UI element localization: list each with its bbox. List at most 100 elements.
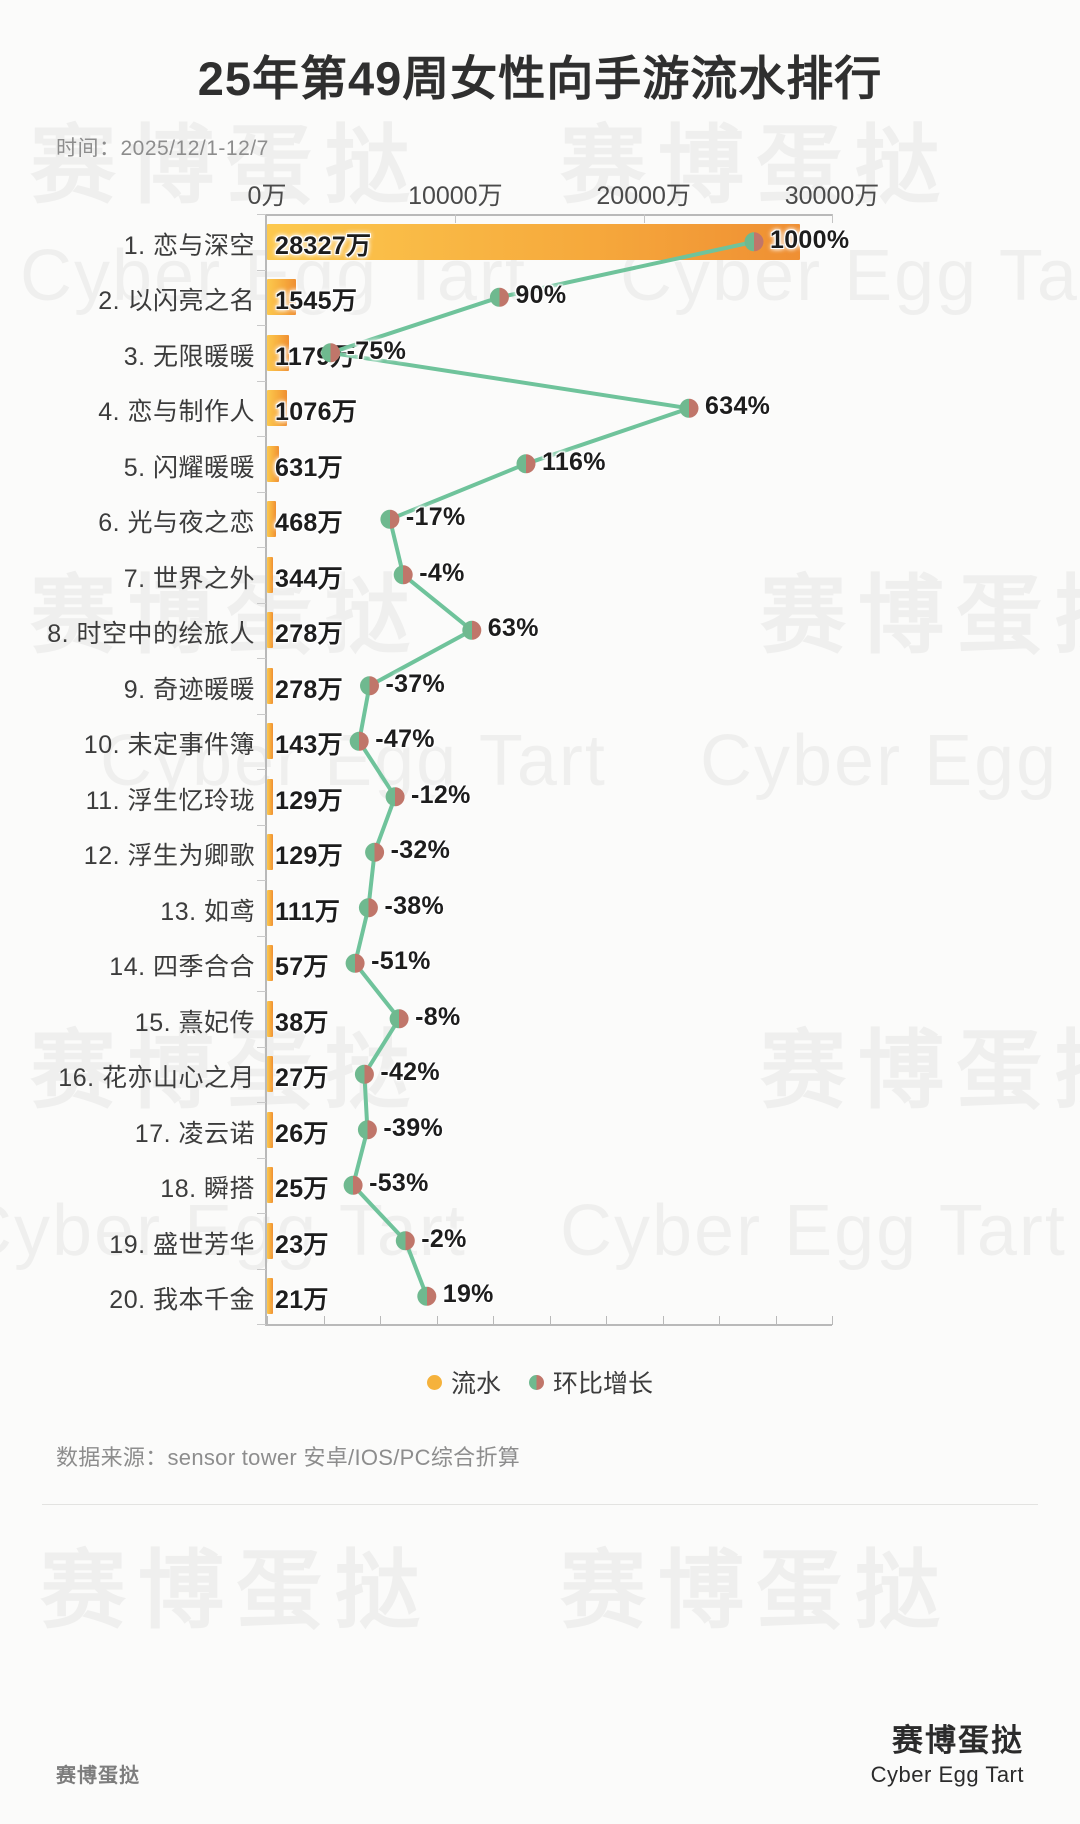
chart-bar-row[interactable]: 6. 光与夜之恋 468万: [0, 492, 1080, 548]
legend-item[interactable]: 环比增长: [529, 1364, 653, 1400]
revenue-value-label: 1545万: [275, 287, 358, 316]
y-axis-tick-mark: [257, 269, 266, 271]
legend-item[interactable]: 流水: [426, 1364, 501, 1400]
chart-bar-row[interactable]: 14. 四季合合 57万: [0, 936, 1080, 992]
chart-bar-row[interactable]: 18. 瞬搭 25万: [0, 1158, 1080, 1214]
chart-bar-row[interactable]: 5. 闪耀暖暖 631万: [0, 436, 1080, 492]
revenue-bar[interactable]: [267, 778, 273, 815]
revenue-bar[interactable]: [267, 1056, 273, 1093]
revenue-value-label: 38万: [275, 1008, 329, 1037]
revenue-bar[interactable]: [267, 612, 273, 649]
x-axis-minor-tick: [493, 1316, 494, 1326]
revenue-value-label: 26万: [275, 1119, 329, 1148]
growth-value-label: -53%: [369, 1169, 429, 1198]
chart-bar-row[interactable]: 11. 浮生忆玲珑 129万: [0, 769, 1080, 825]
revenue-bar[interactable]: [267, 1222, 273, 1259]
x-axis-minor-tick: [662, 1316, 664, 1326]
growth-data-point[interactable]: [343, 1175, 363, 1195]
growth-data-point[interactable]: [489, 287, 509, 307]
growth-data-point[interactable]: [516, 454, 536, 474]
growth-value-label: -4%: [419, 558, 465, 587]
growth-data-point[interactable]: [417, 1286, 437, 1306]
chart-bar-row[interactable]: 20. 我本千金 21万: [0, 1269, 1080, 1325]
growth-data-point[interactable]: [345, 953, 365, 973]
growth-data-point[interactable]: [380, 509, 400, 529]
y-axis-tick-mark: [257, 436, 266, 438]
brand-logo: 赛博蛋挞 Cyber Egg Tart: [871, 1715, 1024, 1788]
x-axis-minor-tick: [436, 1316, 438, 1326]
growth-data-point[interactable]: [360, 676, 379, 696]
chart-bar-row[interactable]: 9. 奇迹暖暖 278万: [0, 658, 1080, 714]
growth-data-point[interactable]: [357, 1120, 377, 1140]
chart-bar-row[interactable]: 1. 恋与深空 28327万: [0, 214, 1080, 270]
growth-data-point[interactable]: [744, 232, 764, 252]
growth-value-label: -37%: [385, 669, 446, 698]
growth-data-point[interactable]: [395, 1231, 415, 1251]
growth-data-point[interactable]: [385, 787, 405, 807]
bar-category-label: 19. 盛世芳华: [109, 1230, 255, 1259]
chart-bar-row[interactable]: 3. 无限暖暖 1179万: [0, 325, 1080, 381]
revenue-bar[interactable]: [267, 556, 274, 593]
x-axis-line-bottom: [265, 1324, 832, 1327]
chart-bar-row[interactable]: 19. 盛世芳华 23万: [0, 1213, 1080, 1269]
revenue-bar[interactable]: [267, 723, 273, 760]
revenue-bar[interactable]: [267, 1278, 273, 1315]
growth-data-point[interactable]: [679, 398, 699, 418]
revenue-bar[interactable]: [267, 223, 801, 260]
y-axis-tick-mark: [257, 325, 266, 327]
growth-value-label: 63%: [487, 614, 539, 643]
revenue-bar[interactable]: [267, 390, 288, 427]
growth-data-point[interactable]: [349, 731, 369, 751]
chart-bar-row[interactable]: 7. 世界之外 344万: [0, 547, 1080, 603]
growth-data-point[interactable]: [354, 1064, 374, 1084]
data-source-note: 数据来源：sensor tower 安卓/IOS/PC综合折算: [56, 1445, 521, 1471]
growth-value-label: -75%: [346, 336, 407, 365]
revenue-bar[interactable]: [267, 834, 273, 871]
bar-category-label: 13. 如鸢: [160, 897, 255, 926]
y-axis-tick-mark: [257, 658, 266, 660]
growth-data-point[interactable]: [358, 898, 378, 918]
growth-value-label: -8%: [415, 1002, 461, 1031]
revenue-bar[interactable]: [267, 279, 297, 316]
revenue-value-label: 468万: [275, 509, 343, 538]
brand-name-cn: 赛博蛋挞: [892, 1723, 1024, 1758]
revenue-bar[interactable]: [267, 1111, 273, 1148]
growth-value-label: -12%: [411, 780, 471, 809]
growth-value-label: -51%: [371, 947, 431, 976]
bar-category-label: 2. 以闪亮之名: [98, 287, 255, 316]
growth-data-point[interactable]: [393, 565, 413, 585]
chart-bar-row[interactable]: 2. 以闪亮之名 1545万: [0, 270, 1080, 326]
revenue-bar[interactable]: [267, 1167, 273, 1204]
chart-bar-row[interactable]: 16. 花亦山心之月 27万: [0, 1047, 1080, 1103]
growth-data-point[interactable]: [389, 1009, 409, 1029]
chart-bar-row[interactable]: 13. 如鸢 111万: [0, 880, 1080, 936]
revenue-bar[interactable]: [267, 334, 290, 371]
y-axis-tick-mark: [257, 824, 266, 826]
revenue-bar[interactable]: [267, 945, 273, 982]
growth-data-point[interactable]: [365, 842, 385, 862]
growth-data-point[interactable]: [321, 343, 341, 363]
chart-bar-row[interactable]: 4. 恋与制作人 1076万: [0, 381, 1080, 437]
revenue-bar[interactable]: [267, 1000, 273, 1037]
chart-bar-row[interactable]: 8. 时空中的绘旅人 278万: [0, 603, 1080, 659]
y-axis-tick-mark: [257, 713, 266, 715]
revenue-bar[interactable]: [267, 445, 279, 482]
revenue-value-label: 27万: [275, 1064, 329, 1093]
chart-bar-row[interactable]: 12. 浮生为卿歌 129万: [0, 825, 1080, 881]
x-axis-tick-label: 30000万: [784, 182, 880, 211]
bar-category-label: 4. 恋与制作人: [98, 398, 255, 427]
growth-data-point[interactable]: [462, 620, 482, 640]
growth-value-label: -38%: [384, 891, 444, 920]
bar-category-label: 18. 瞬搭: [160, 1175, 255, 1204]
revenue-bar[interactable]: [267, 667, 273, 704]
revenue-bar[interactable]: [267, 889, 273, 926]
revenue-value-label: 278万: [275, 620, 343, 649]
chart-bar-row[interactable]: 15. 熹妃传 38万: [0, 991, 1080, 1047]
chart-bar-row[interactable]: 17. 凌云诺 26万: [0, 1102, 1080, 1158]
x-axis-tick-mark: [643, 214, 645, 224]
growth-value-label: 19%: [442, 1280, 494, 1309]
legend-label: 流水: [450, 1370, 501, 1399]
chart-bar-row[interactable]: 10. 未定事件簿 143万: [0, 714, 1080, 770]
y-axis-tick-mark: [257, 991, 266, 993]
revenue-bar[interactable]: [267, 501, 276, 538]
